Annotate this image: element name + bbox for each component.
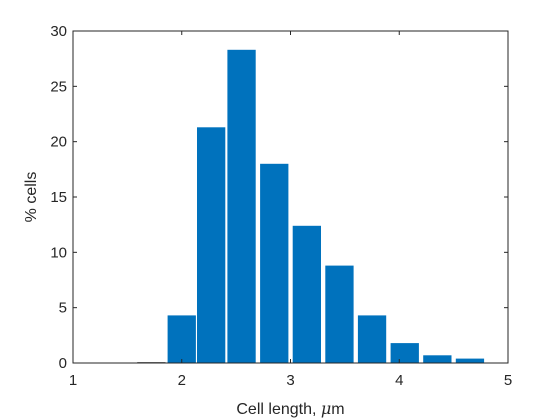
x-axis-label: Cell length, μm [236,399,344,418]
x-tick-label: 3 [286,372,294,389]
bar [423,355,452,363]
y-tick-label: 10 [50,244,67,261]
bar [227,49,256,364]
plot-area [73,31,508,363]
y-tick-label: 5 [59,300,67,317]
x-tick-label: 1 [69,372,77,389]
y-tick-label: 0 [59,355,67,372]
y-axis-label: % cells [23,172,40,223]
x-tick-label: 4 [395,372,403,389]
bar [197,127,226,363]
x-tick-label: 5 [504,372,512,389]
y-tick-label: 20 [50,134,67,151]
bar [455,358,485,363]
y-tick-label: 25 [50,78,67,95]
bar [292,225,321,363]
y-ticks-group: 0 5 10 15 20 25 30 [50,23,508,372]
y-tick-label: 15 [50,189,67,206]
bar [167,315,196,363]
bar [325,265,354,363]
bars-group [137,49,485,364]
x-tick-label: 2 [178,372,186,389]
bar [390,343,419,363]
y-tick-label: 30 [50,23,67,40]
bar [260,163,289,363]
plot-frame [72,30,509,364]
bar [357,315,387,363]
